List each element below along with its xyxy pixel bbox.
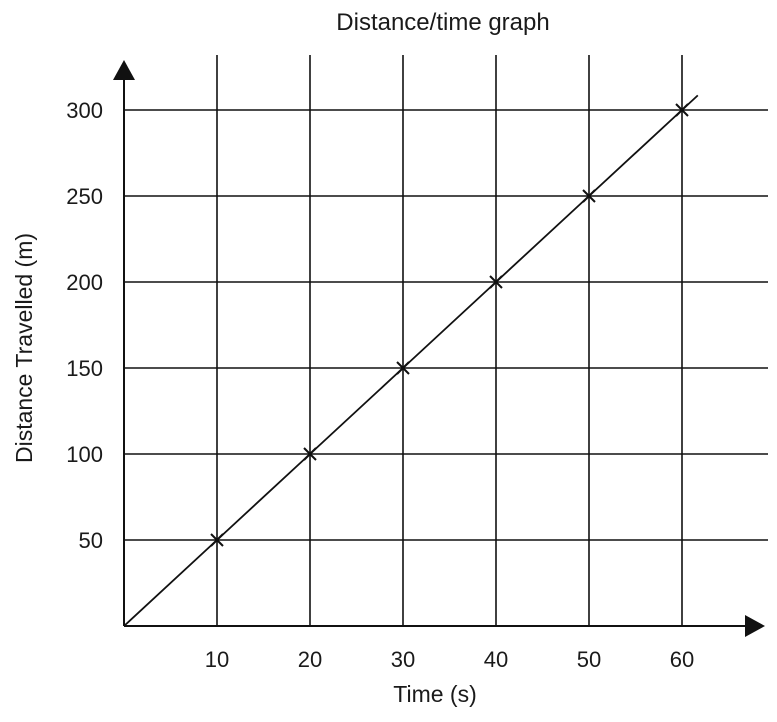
data-point-marker-b: [396, 361, 410, 375]
y-tick-label-100: 100: [66, 442, 103, 467]
series: [123, 94, 699, 627]
x-axis-label: Time (s): [393, 681, 476, 707]
data-point-30: [396, 361, 410, 375]
x-tick-label-30: 30: [391, 647, 415, 672]
y-tick-label-50: 50: [79, 528, 103, 553]
y-tick-label-150: 150: [66, 356, 103, 381]
y-tick-labels: 50 100 150 200 250 300: [66, 98, 103, 553]
data-point-40: [489, 275, 503, 289]
data-point-10: [210, 533, 224, 547]
x-tick-label-60: 60: [670, 647, 694, 672]
data-point-marker-b: [489, 275, 503, 289]
y-axis-label: Distance Travelled (m): [11, 233, 37, 463]
data-point-50: [582, 189, 596, 203]
y-tick-label-200: 200: [66, 270, 103, 295]
x-axis-arrow: [745, 615, 765, 637]
y-tick-label-250: 250: [66, 184, 103, 209]
grid: [124, 55, 768, 626]
data-point-20: [303, 447, 317, 461]
data-point-marker-b: [675, 103, 689, 117]
x-tick-label-10: 10: [205, 647, 229, 672]
x-tick-labels: 10 20 30 40 50 60: [205, 647, 694, 672]
data-point-60: [675, 103, 689, 117]
series-line-0: [123, 94, 699, 627]
x-tick-label-40: 40: [484, 647, 508, 672]
y-axis-arrow: [113, 60, 135, 80]
data-point-marker-b: [210, 533, 224, 547]
x-tick-label-50: 50: [577, 647, 601, 672]
x-tick-label-20: 20: [298, 647, 322, 672]
axes: [113, 60, 765, 637]
data-point-marker-b: [582, 189, 596, 203]
chart-title: Distance/time graph: [336, 9, 549, 36]
y-tick-label-300: 300: [66, 98, 103, 123]
data-point-marker-b: [303, 447, 317, 461]
